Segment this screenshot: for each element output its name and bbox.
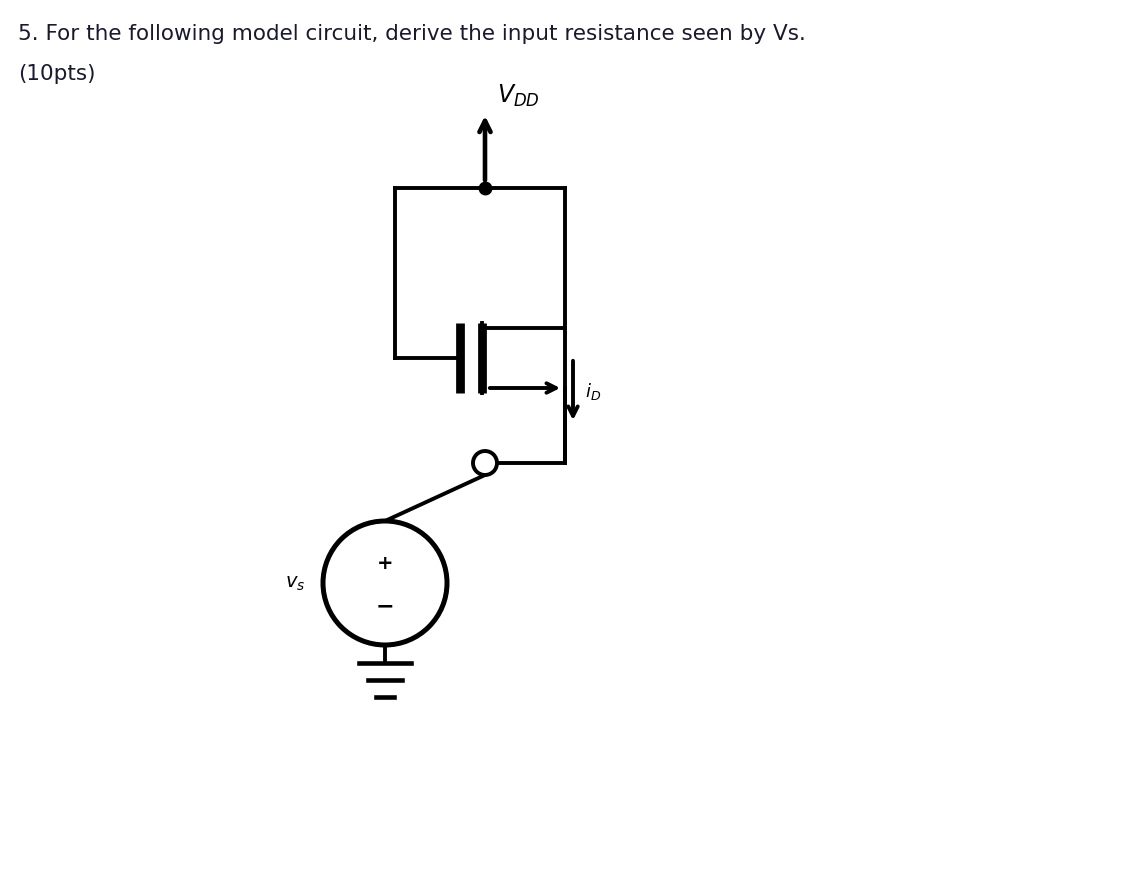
Text: $i_D$: $i_D$	[585, 380, 602, 401]
Text: $v_s$: $v_s$	[285, 574, 305, 593]
Text: +: +	[377, 554, 394, 572]
Circle shape	[473, 451, 497, 476]
Text: $\mathit{V}_{\mathit{DD}}$: $\mathit{V}_{\mathit{DD}}$	[497, 83, 540, 109]
Text: (10pts): (10pts)	[18, 64, 95, 84]
Text: 5. For the following model circuit, derive the input resistance seen by Vs.: 5. For the following model circuit, deri…	[18, 24, 806, 44]
Text: −: −	[375, 595, 394, 615]
Circle shape	[323, 522, 447, 645]
